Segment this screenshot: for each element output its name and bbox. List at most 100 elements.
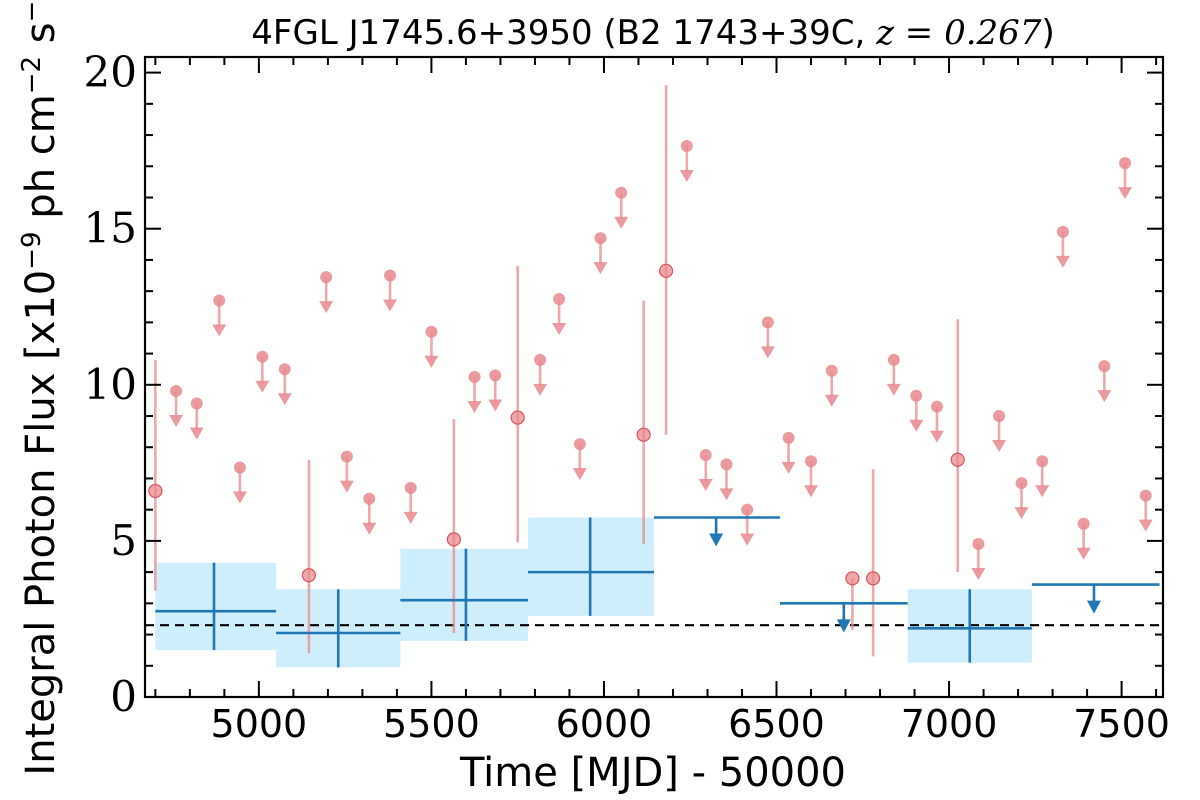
red-upper-limit-point xyxy=(1098,360,1111,373)
y-axis-label: Integral Photon Flux [x10−9 ph cm−2 s−1] xyxy=(17,0,64,776)
x-tick-label: 6000 xyxy=(556,702,653,746)
red-upper-limit-point xyxy=(468,371,481,383)
x-axis-label: Time [MJD] - 50000 xyxy=(459,750,846,796)
red-upper-limit-point xyxy=(340,450,353,463)
red-upper-limit-arrow xyxy=(804,485,819,498)
red-data-point xyxy=(845,571,860,586)
plot-frame xyxy=(143,55,1165,699)
red-upper-limit-arrow xyxy=(1118,187,1133,200)
red-upper-limit-point xyxy=(363,492,376,505)
red-data-point xyxy=(636,427,651,442)
red-upper-limit-arrow xyxy=(255,380,270,393)
red-upper-limit-arrow xyxy=(232,491,247,504)
blue-uncertainty-box xyxy=(400,548,529,641)
red-upper-limit-arrow xyxy=(552,322,567,335)
red-upper-limit-arrow xyxy=(383,299,398,312)
red-upper-limit-point xyxy=(384,269,397,282)
red-upper-limit-arrow xyxy=(824,394,839,407)
red-upper-limit-arrow xyxy=(533,383,548,396)
red-upper-limit-arrow xyxy=(277,393,292,406)
red-upper-limit-point xyxy=(489,369,502,382)
red-upper-limit-point xyxy=(1119,157,1132,170)
red-upper-limit-arrow xyxy=(992,440,1007,453)
red-upper-limit-arrow xyxy=(886,383,901,396)
red-upper-limit-point xyxy=(1139,489,1152,502)
red-upper-limit-arrow xyxy=(929,430,944,443)
red-upper-limit-point xyxy=(1077,517,1090,530)
red-upper-limit-point xyxy=(825,364,838,377)
red-upper-limit-point xyxy=(594,232,607,245)
red-upper-limit-point xyxy=(534,353,547,366)
red-data-point xyxy=(148,483,163,499)
red-upper-limit-arrow xyxy=(909,419,924,432)
red-upper-limit-arrow xyxy=(760,346,775,359)
red-upper-limit-point xyxy=(553,292,566,305)
red-upper-limit-point xyxy=(573,438,586,451)
red-upper-limit-point xyxy=(680,139,693,152)
red-upper-limit-point xyxy=(930,400,943,413)
red-upper-limit-arrow xyxy=(719,488,734,501)
y-tick-label: 15 xyxy=(84,204,137,253)
red-upper-limit-point xyxy=(190,397,203,410)
x-tick-label: 7000 xyxy=(901,702,998,746)
x-tick-label: 6500 xyxy=(728,702,825,746)
red-upper-limit-arrow xyxy=(781,461,796,474)
red-data-point xyxy=(510,410,525,425)
red-upper-limit-arrow xyxy=(362,522,377,535)
blue-upper-limit-arrow xyxy=(836,619,851,633)
red-upper-limit-arrow xyxy=(740,533,755,546)
red-upper-limit-point xyxy=(404,481,417,494)
axis-ticks xyxy=(145,57,1163,698)
y-tick-label: 20 xyxy=(84,48,137,97)
red-upper-limit-point xyxy=(615,186,628,199)
red-upper-limit-point xyxy=(233,461,246,474)
red-upper-limit-point xyxy=(213,294,226,307)
red-upper-limit-arrow xyxy=(1035,485,1050,498)
red-data-point xyxy=(950,452,965,467)
red-upper-limit-arrow xyxy=(189,427,204,440)
red-upper-limit-point xyxy=(782,431,795,444)
red-upper-limit-point xyxy=(170,385,183,398)
red-upper-limit-arrow xyxy=(679,169,694,182)
red-upper-limit-point xyxy=(887,353,900,366)
red-upper-limit-arrow xyxy=(467,401,482,413)
plot-data-layer xyxy=(145,85,1163,668)
red-upper-limit-point xyxy=(1056,225,1069,238)
red-upper-limit-point xyxy=(805,455,818,468)
red-upper-limit-arrow xyxy=(1076,547,1091,560)
y-tick-label: 0 xyxy=(110,672,137,721)
red-data-point xyxy=(446,532,461,547)
red-upper-limit-arrow xyxy=(424,355,439,368)
red-upper-limit-point xyxy=(1036,455,1049,468)
red-upper-limit-arrow xyxy=(1138,519,1153,532)
blue-uncertainty-box xyxy=(155,562,277,651)
red-upper-limit-arrow xyxy=(971,568,986,581)
red-upper-limit-arrow xyxy=(1097,390,1112,403)
red-upper-limit-arrow xyxy=(212,324,227,337)
red-upper-limit-point xyxy=(425,325,438,338)
red-upper-limit-point xyxy=(1015,477,1028,490)
x-tick-label: 7500 xyxy=(1073,702,1170,746)
red-upper-limit-arrow xyxy=(614,216,629,229)
red-data-point xyxy=(866,571,881,586)
blue-upper-limit-arrow xyxy=(709,533,724,547)
red-upper-limit-point xyxy=(278,363,291,376)
red-upper-limit-arrow xyxy=(339,480,354,493)
red-upper-limit-arrow xyxy=(1055,255,1070,268)
red-upper-limit-point xyxy=(320,271,333,284)
red-data-point xyxy=(658,263,674,278)
chart-title: 4FGL J1745.6+3950 (B2 1743+39C, z = 0.26… xyxy=(251,13,1054,53)
red-upper-limit-arrow xyxy=(169,415,184,428)
red-upper-limit-point xyxy=(741,503,754,516)
red-data-point xyxy=(301,568,317,583)
blue-upper-limit-arrow xyxy=(1086,600,1101,614)
y-tick-label: 5 xyxy=(110,516,137,565)
red-upper-limit-arrow xyxy=(572,468,587,481)
x-tick-label: 5500 xyxy=(383,702,480,746)
axis-tick-labels: 5000 5500 6000 6500 7000 7500 0 5 10 15 20 xyxy=(84,48,1170,746)
red-upper-limit-arrow xyxy=(698,479,713,492)
red-upper-limit-arrow xyxy=(593,262,608,275)
red-upper-limit-point xyxy=(256,350,269,363)
red-upper-limit-arrow xyxy=(488,399,503,412)
